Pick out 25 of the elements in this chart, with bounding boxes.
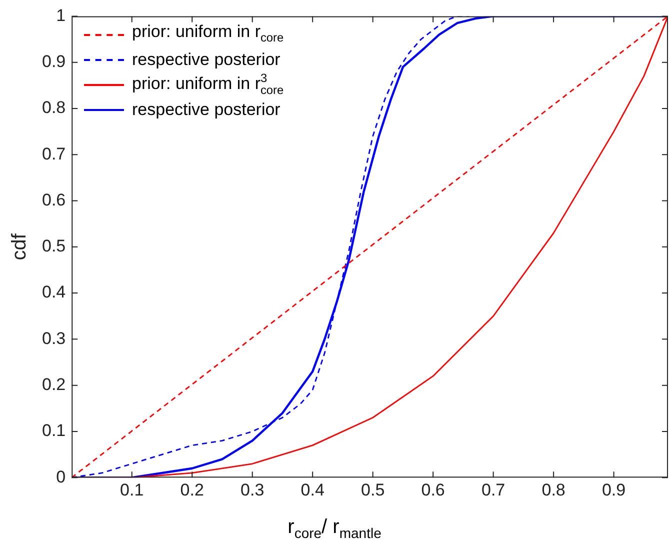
- x-tick-label: 0.2: [180, 480, 204, 500]
- x-tick-label: 0.6: [421, 480, 445, 500]
- y-tick-label: 0.3: [42, 328, 66, 348]
- y-tick-label: 0.4: [42, 282, 66, 302]
- legend-label: respective posterior: [132, 49, 280, 71]
- x-tick-label: 0.9: [602, 480, 626, 500]
- legend-label: prior: uniform in r$_{core}$: [132, 20, 284, 46]
- y-axis-title: cdf: [8, 233, 31, 260]
- x-tick-label: 0.1: [120, 480, 144, 500]
- y-tick-label: 0.9: [42, 52, 66, 72]
- x-tick-label: 0.7: [481, 480, 506, 500]
- y-tick-label: 0: [56, 467, 66, 486]
- y-tick-label: 1: [56, 6, 66, 25]
- y-tick-label: 0.5: [42, 236, 66, 256]
- y-tick-label: 0.8: [42, 98, 66, 118]
- y-tick-label: 0.2: [42, 375, 66, 394]
- x-tick-label: 0.5: [361, 480, 385, 500]
- x-tick-label: 0.3: [240, 480, 264, 500]
- y-tick-label: 0.7: [42, 144, 66, 164]
- x-tick-label: 0.4: [300, 480, 324, 500]
- x-tick-label: 0.8: [542, 480, 566, 500]
- y-tick-label: 0.6: [42, 190, 66, 210]
- legend-label: respective posterior: [132, 99, 280, 121]
- x-axis-title: r$_{core}$/ r$_{mantle}$: [286, 516, 382, 541]
- y-tick-label: 0.1: [42, 421, 66, 440]
